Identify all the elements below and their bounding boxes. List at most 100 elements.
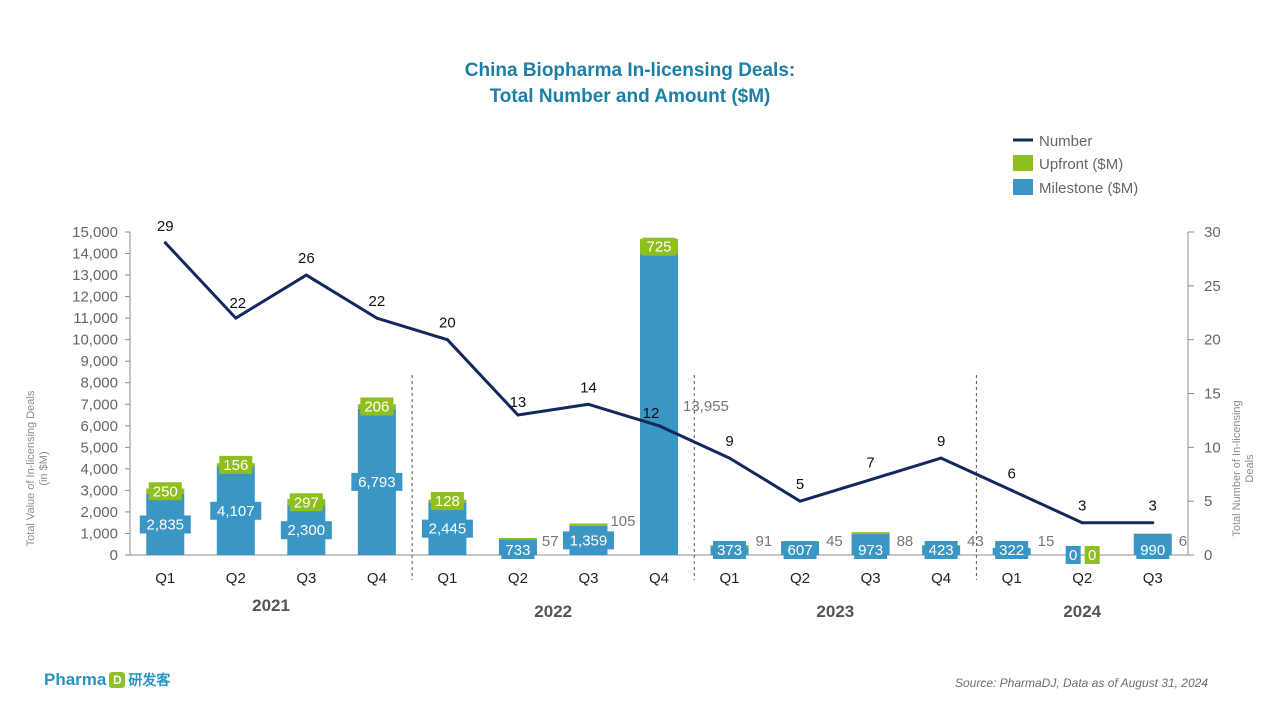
number-data-label: 22 — [229, 295, 246, 312]
logo-brand-cn: 研发客 — [128, 672, 171, 688]
upfront-data-label-bg — [1084, 546, 1100, 564]
upfront-data-label: 725 — [646, 239, 671, 256]
upfront-data-label: 128 — [435, 493, 460, 510]
milestone-data-label-bg — [351, 472, 403, 491]
upfront-data-label: 57 — [542, 533, 559, 550]
upfront-data-label: 6 — [1179, 533, 1187, 550]
milestone-data-label: 2,445 — [429, 521, 467, 538]
number-data-label: 12 — [643, 405, 660, 422]
number-data-label: 9 — [937, 433, 945, 450]
right-tick-label: 0 — [1204, 547, 1212, 564]
right-tick-label: 5 — [1204, 493, 1212, 510]
upfront-data-label-bg — [430, 491, 464, 510]
milestone-data-label-bg — [1065, 546, 1081, 564]
x-tick-label: Q3 — [861, 570, 881, 587]
legend-number-label: Number — [1039, 133, 1092, 150]
number-point — [1151, 521, 1155, 525]
left-tick-label: 3,000 — [80, 482, 118, 499]
left-tick-label: 6,000 — [80, 418, 118, 435]
upfront-data-label: 206 — [364, 399, 389, 416]
number-point — [728, 456, 732, 460]
upfront-data-label-bg — [289, 493, 323, 512]
x-tick-label: Q1 — [1002, 570, 1022, 587]
x-tick-label: Q4 — [649, 570, 669, 587]
milestone-data-label-bg — [562, 531, 614, 550]
milestone-data-label: 13,955 — [683, 398, 729, 415]
left-tick-label: 12,000 — [72, 289, 118, 306]
right-tick-label: 15 — [1204, 386, 1221, 403]
left-tick-label: 15,000 — [72, 224, 118, 241]
left-tick-label: 2,000 — [80, 504, 118, 521]
right-tick-label: 25 — [1204, 278, 1221, 295]
year-label: 2021 — [252, 596, 290, 615]
right-axis-title: Total Number of In-licensingDeals — [1231, 400, 1256, 536]
milestone-data-label: 990 — [1140, 542, 1165, 559]
number-data-label: 13 — [510, 394, 527, 411]
number-data-label: 26 — [298, 250, 315, 267]
number-point — [939, 456, 943, 460]
legend-upfront-label: Upfront ($M) — [1039, 156, 1123, 173]
x-tick-label: Q1 — [155, 570, 175, 587]
upfront-data-label: 45 — [826, 533, 843, 550]
right-tick-label: 20 — [1204, 332, 1221, 349]
number-point — [798, 499, 802, 503]
milestone-data-label: 423 — [929, 542, 954, 559]
number-data-label: 22 — [369, 293, 386, 310]
upfront-data-label: 91 — [756, 533, 773, 550]
chart-title: China Biopharma In-licensing Deals: Tota… — [0, 58, 1260, 110]
number-point — [657, 424, 661, 428]
left-tick-label: 8,000 — [80, 375, 118, 392]
milestone-data-label-bg — [421, 519, 473, 538]
upfront-data-label-bg — [360, 397, 394, 416]
year-label: 2022 — [534, 602, 572, 621]
upfront-data-label: 15 — [1038, 533, 1055, 550]
upfront-bar — [498, 537, 537, 540]
number-data-label: 29 — [157, 218, 174, 235]
milestone-data-label-bg — [139, 515, 191, 534]
milestone-data-label-bg — [210, 501, 262, 520]
legend-upfront-swatch — [1013, 155, 1033, 171]
upfront-bar — [569, 523, 608, 526]
number-data-label: 20 — [439, 315, 456, 332]
number-data-label: 7 — [866, 455, 874, 472]
chart-title-line-1: China Biopharma In-licensing Deals: — [464, 60, 796, 81]
milestone-data-label: 2,835 — [146, 516, 184, 533]
left-tick-label: 14,000 — [72, 246, 118, 263]
left-tick-label: 7,000 — [80, 396, 118, 413]
upfront-data-label: 43 — [967, 533, 984, 550]
year-label: 2024 — [1063, 602, 1101, 621]
number-point — [163, 241, 167, 245]
milestone-data-label-bg — [783, 541, 817, 559]
pharmadj-logo: Pharma D 研发客 — [44, 670, 170, 690]
left-tick-label: 0 — [110, 547, 118, 564]
number-data-label: 14 — [580, 379, 597, 396]
milestone-data-label-bg — [854, 541, 888, 559]
number-data-label: 9 — [725, 433, 733, 450]
left-tick-label: 9,000 — [80, 353, 118, 370]
upfront-data-label: 250 — [153, 483, 178, 500]
x-tick-label: Q2 — [508, 570, 528, 587]
number-data-label: 3 — [1149, 498, 1157, 515]
upfront-data-label: 88 — [897, 533, 914, 550]
upfront-data-label: 156 — [223, 457, 248, 474]
upfront-data-label: 297 — [294, 494, 319, 511]
milestone-data-label: 973 — [858, 542, 883, 559]
left-tick-label: 11,000 — [73, 310, 118, 327]
milestone-data-label-bg — [280, 521, 332, 540]
upfront-data-label-bg — [148, 482, 182, 501]
left-tick-label: 10,000 — [72, 332, 118, 349]
number-point — [1080, 521, 1084, 525]
upfront-data-label-bg — [219, 455, 253, 474]
milestone-data-label: 733 — [505, 542, 530, 559]
number-data-label: 3 — [1078, 498, 1086, 515]
year-label: 2023 — [816, 602, 854, 621]
chart-title-line-2: Total Number and Amount ($M) — [489, 86, 771, 107]
left-axis-title: Total Value of In-licensing Deals(in $M) — [25, 390, 50, 546]
logo-brand-text: Pharma — [44, 670, 107, 689]
x-tick-label: Q2 — [790, 570, 810, 587]
left-tick-label: 5,000 — [80, 439, 118, 456]
number-point — [304, 273, 308, 277]
milestone-data-label-bg — [1136, 541, 1170, 559]
number-point — [1010, 488, 1014, 492]
logo-mark-icon: D — [109, 672, 126, 688]
